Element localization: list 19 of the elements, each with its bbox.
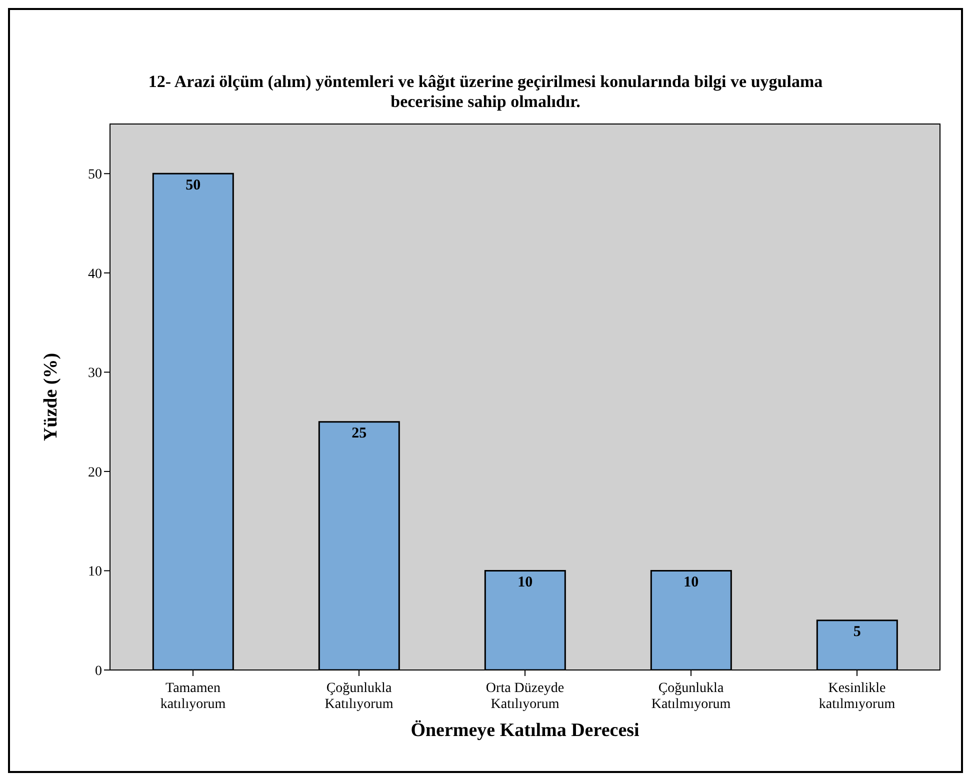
data-label: 10 <box>518 574 533 590</box>
y-tick-label: 10 <box>88 564 102 580</box>
chart-title: 12- Arazi ölçüm (alım) yöntemleri ve kâğıt üzerine geçirilmesi konularında bilgi ve uygulama becerisine sahip olmalıdır. <box>147 71 824 113</box>
data-label: 25 <box>352 425 367 442</box>
y-axis-title: Yüzde (%) <box>40 352 62 442</box>
data-label: 50 <box>186 177 201 194</box>
x-tick-label: Tamamen katılıyorum <box>160 681 226 712</box>
y-tick-label: 0 <box>95 664 102 679</box>
x-axis-title: Önermeye Katılma Derecesi <box>410 720 640 741</box>
y-tick-label: 30 <box>88 366 102 382</box>
data-label: 5 <box>853 624 861 640</box>
y-tick-label: 20 <box>88 465 102 480</box>
y-tick-label: 50 <box>88 168 102 183</box>
y-tick-label: 40 <box>88 266 102 282</box>
x-tick-label: Çoğunlukla Katılmıyorum <box>651 681 731 712</box>
x-tick-label: Kesinlikle katılmıyorum <box>818 681 896 712</box>
x-tick-label: Orta Düzeyde Katılıyorum <box>486 681 564 712</box>
data-label: 10 <box>684 574 699 590</box>
x-tick-label: Çoğunlukla Katılıyorum <box>324 681 394 712</box>
